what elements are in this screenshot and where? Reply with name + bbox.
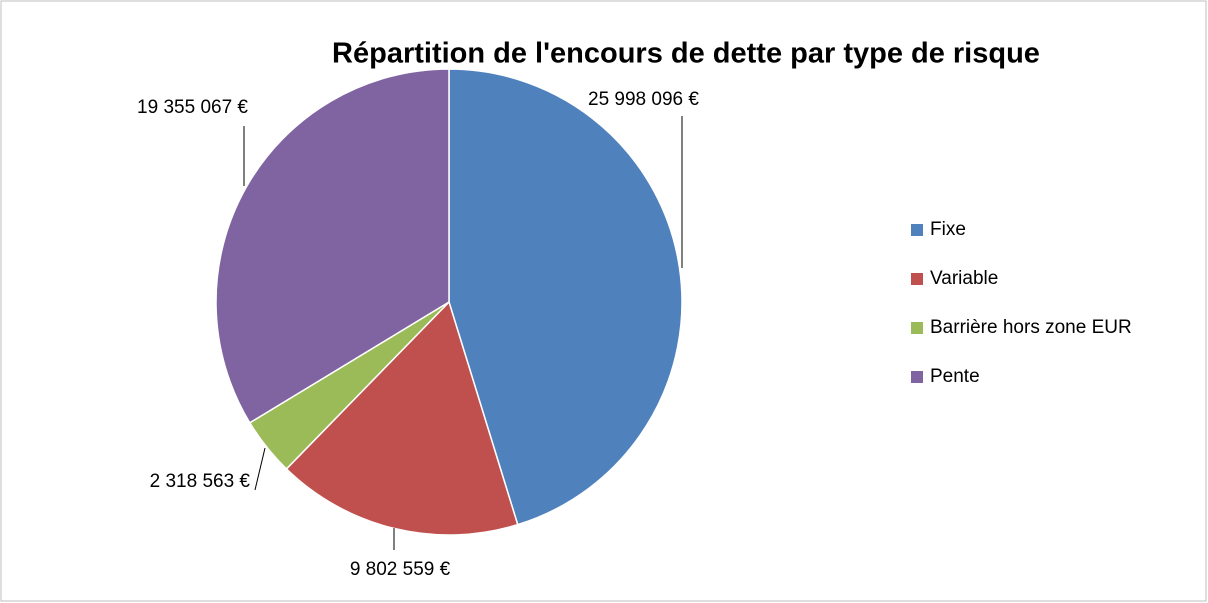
legend-swatch (911, 224, 923, 236)
chart-title: Répartition de l'encours de dette par ty… (332, 38, 1040, 70)
legend-label: Barrière hors zone EUR (930, 317, 1132, 338)
legend-swatch (911, 371, 923, 383)
legend-swatch (911, 273, 923, 285)
pie-slice (215, 68, 450, 424)
data-label: 19 355 067 € (137, 97, 248, 118)
data-label: 2 318 563 € (150, 471, 251, 492)
data-label: 9 802 559 € (350, 559, 451, 580)
legend-swatch (911, 322, 923, 334)
pie-slice (448, 68, 683, 526)
legend-label: Pente (930, 366, 980, 387)
legend-label: Variable (930, 268, 998, 289)
legend-label: Fixe (930, 219, 966, 240)
leader-line (254, 447, 266, 491)
data-label: 25 998 096 € (588, 89, 699, 110)
